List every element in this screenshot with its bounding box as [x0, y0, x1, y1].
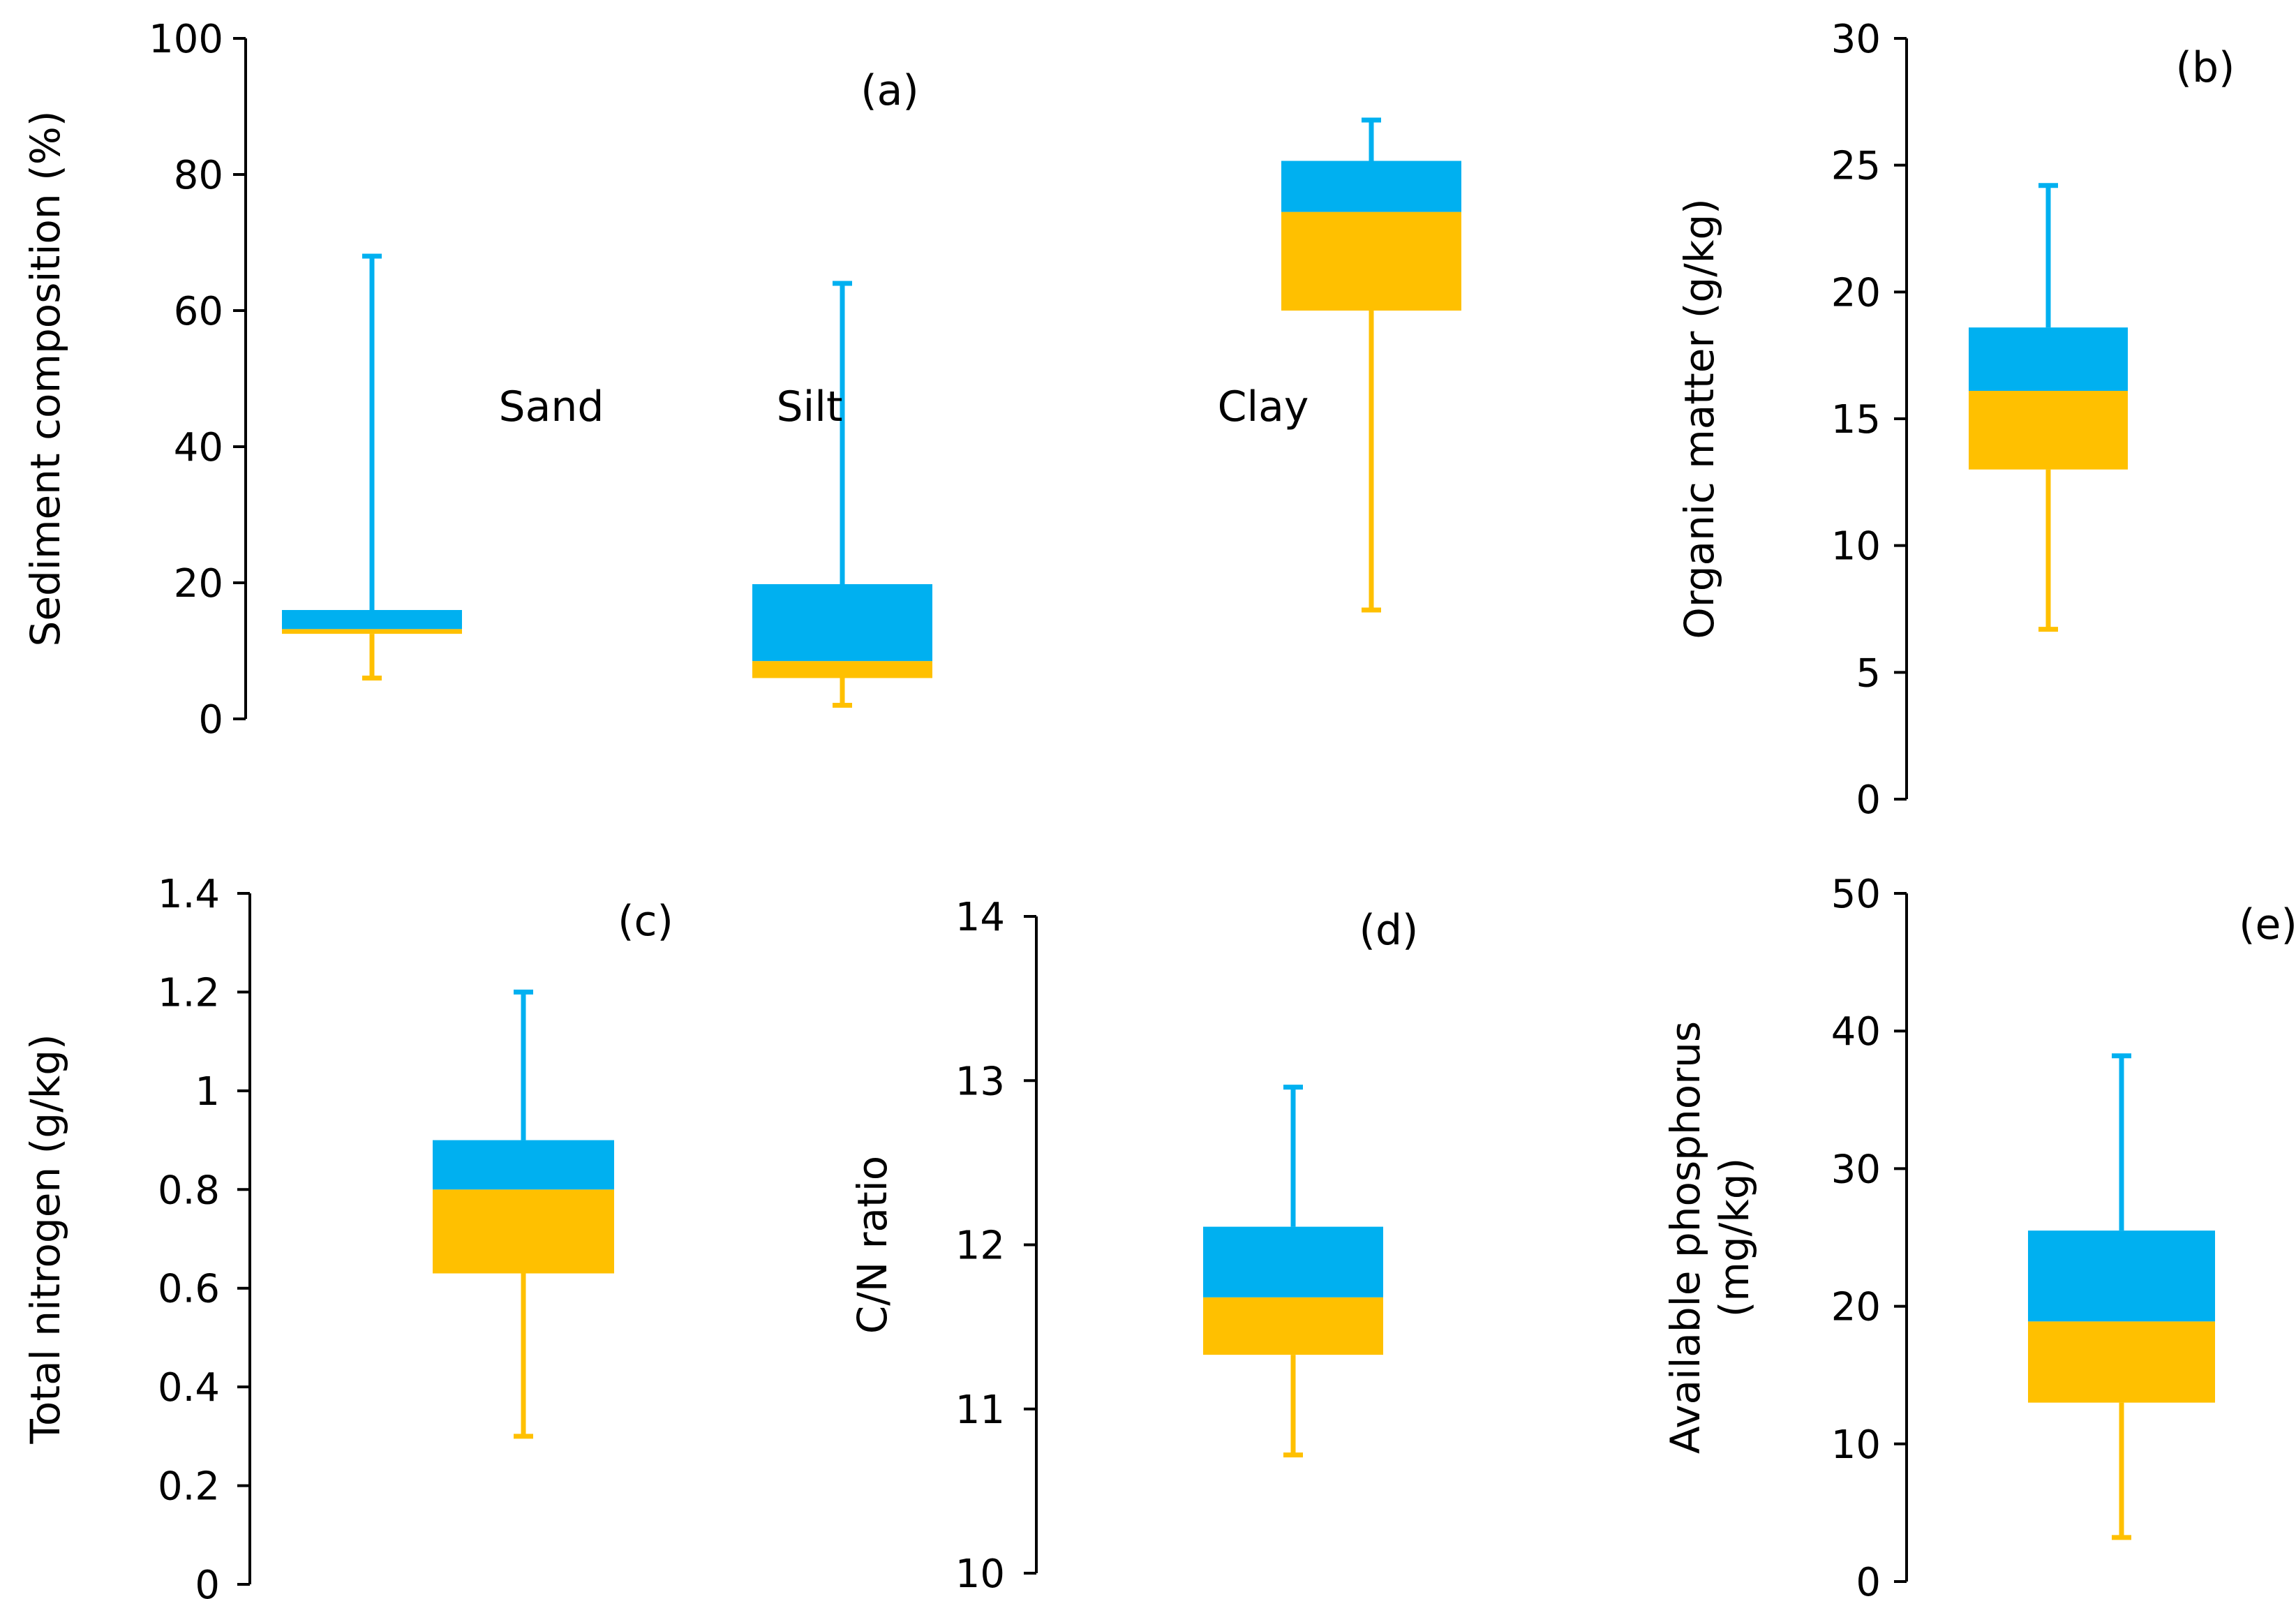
panel-label: (c): [618, 897, 673, 946]
lower-box: [1203, 1297, 1383, 1355]
y-tick-label: 100: [149, 17, 223, 62]
y-axis-title-line: Available phosphorus: [1662, 1021, 1709, 1454]
y-axis-title: C/N ratio: [849, 1156, 896, 1334]
y-axis-title: Available phosphorus(mg/kg): [1662, 1021, 1758, 1454]
y-tick-label: 30: [1831, 17, 1881, 62]
panel-d: 10 11 12 13 14 C/N ratio (d): [849, 895, 1418, 1597]
y-tick-label: 50: [1831, 872, 1881, 917]
y-tick-label: 10: [955, 1552, 1005, 1597]
category-label: Clay: [1218, 382, 1309, 431]
panel-c: 0 0.2 0.4 0.6 0.8 1 1.2 1.4 Total nitrogen (g/kg…: [22, 872, 673, 1599]
y-tick-label: 1.4: [158, 872, 220, 917]
upper-box: [1203, 1226, 1383, 1297]
panel-label: (a): [860, 66, 919, 115]
panel-a: 0 20 40 60 80 100 Sediment composition (%) (a) S…: [22, 17, 1461, 743]
y-tick-label: 40: [1831, 1009, 1881, 1055]
y-tick-label: 1.2: [158, 970, 220, 1016]
y-tick-label: 10: [1831, 524, 1881, 570]
upper-box: [752, 583, 932, 662]
panel-label: (d): [1359, 906, 1419, 955]
y-tick-label: 0: [1856, 778, 1881, 823]
y-tick-label: 10: [1831, 1422, 1881, 1468]
upper-box: [2028, 1230, 2215, 1322]
y-tick-label: 25: [1831, 144, 1881, 189]
upper-box: [1969, 327, 2128, 392]
y-axis-title: Sediment composition (%): [22, 111, 69, 647]
y-tick-label: 20: [1831, 270, 1881, 315]
y-tick-label: 40: [174, 425, 223, 470]
y-axis-title-line: (mg/kg): [1710, 1158, 1758, 1318]
lower-box: [752, 661, 932, 678]
y-tick-label: 0.6: [158, 1267, 220, 1312]
y-tick-label: 30: [1831, 1147, 1881, 1192]
y-tick-label: 0.2: [158, 1464, 220, 1510]
y-tick-label: 5: [1856, 650, 1881, 696]
panel-label: (e): [2239, 900, 2296, 949]
y-tick-label: 60: [174, 289, 223, 334]
panel-e: 0 10 20 30 40 50 Available phosphorus(mg/kg) (e…: [1662, 872, 2296, 1599]
y-tick-label: 14: [955, 895, 1005, 940]
y-axis-title: Organic matter (g/kg): [1676, 198, 1723, 639]
y-tick-label: 20: [1831, 1285, 1881, 1330]
panel-b: 0 5 10 15 20 25 30 Organic matter (g/kg) (b): [1676, 17, 2235, 823]
y-tick-label: 80: [174, 153, 223, 198]
upper-box: [1281, 161, 1461, 212]
y-tick-label: 13: [955, 1059, 1005, 1104]
lower-box: [2028, 1321, 2215, 1403]
lower-box: [1969, 391, 2128, 470]
category-label: Sand: [499, 382, 604, 431]
panel-label: (b): [2176, 43, 2235, 92]
y-tick-label: 12: [955, 1224, 1005, 1269]
y-tick-label: 0: [195, 1563, 220, 1599]
y-tick-label: 0.8: [158, 1168, 220, 1213]
lower-box: [282, 629, 462, 634]
y-tick-label: 20: [174, 561, 223, 607]
category-label: Silt: [777, 382, 843, 431]
y-tick-label: 0: [198, 697, 223, 743]
y-tick-label: 0: [1856, 1560, 1881, 1599]
y-tick-label: 11: [955, 1388, 1005, 1433]
upper-box: [282, 610, 462, 630]
y-tick-label: 15: [1831, 397, 1881, 442]
upper-box: [433, 1140, 614, 1190]
y-axis-title: Total nitrogen (g/kg): [22, 1034, 69, 1444]
y-tick-label: 1: [195, 1069, 220, 1115]
y-tick-label: 0.4: [158, 1365, 220, 1411]
lower-box: [433, 1189, 614, 1274]
lower-box: [1281, 211, 1461, 311]
